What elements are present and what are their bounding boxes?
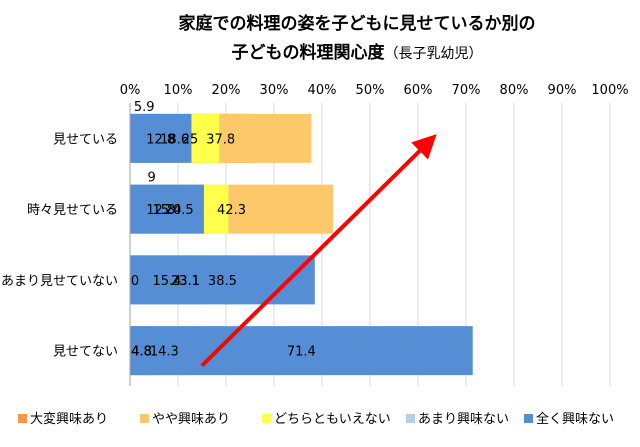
data-label: 71.4 bbox=[287, 345, 316, 360]
legend-swatch bbox=[18, 414, 27, 423]
x-tick-label: 10% bbox=[164, 83, 193, 98]
legend: 大変興味あり やや興味あり どちらともいえない あまり興味ない 全く興味ない bbox=[18, 411, 614, 427]
x-tick-label: 100% bbox=[591, 83, 628, 98]
x-tick-label: 70% bbox=[452, 83, 481, 98]
x-tick-label: 40% bbox=[308, 83, 337, 98]
x-tick-label: 30% bbox=[260, 83, 289, 98]
bar-segment bbox=[130, 113, 192, 163]
x-tick-label: 80% bbox=[500, 83, 529, 98]
data-label: 25 bbox=[182, 132, 199, 147]
data-label: 12.8 bbox=[146, 203, 175, 218]
data-label: 5.9 bbox=[134, 100, 155, 115]
data-label: 9 bbox=[147, 171, 155, 186]
data-label: 14.3 bbox=[150, 345, 179, 360]
x-tick-label: 20% bbox=[212, 83, 241, 98]
data-label: 37.8 bbox=[206, 132, 235, 147]
data-label: 4.8 bbox=[131, 345, 152, 360]
x-tick-label: 0% bbox=[120, 83, 141, 98]
legend-label: やや興味あり bbox=[152, 412, 230, 427]
x-axis-ticks: 0% 10% 20% 30% 40% 50% 60% 70% 80% 90% 100% bbox=[120, 83, 629, 98]
legend-swatch bbox=[140, 414, 149, 423]
data-label: 15.4 bbox=[152, 203, 181, 218]
category-label: 見せている bbox=[53, 132, 118, 147]
legend-label: あまり興味ない bbox=[418, 412, 509, 427]
legend-swatch bbox=[262, 414, 271, 423]
chart-title: 家庭での料理の姿を子どもに見せているか別の bbox=[179, 13, 536, 34]
x-tick-label: 60% bbox=[404, 83, 433, 98]
category-label: あまり見せていない bbox=[1, 274, 118, 289]
chart-title-line2-text: 子どもの料理関心度 bbox=[232, 42, 386, 63]
legend-label: 全く興味ない bbox=[536, 411, 614, 427]
data-label: 23.1 bbox=[171, 274, 200, 289]
x-tick-label: 50% bbox=[356, 83, 385, 98]
data-label: 0 bbox=[131, 274, 139, 289]
data-label: 20.5 bbox=[165, 203, 194, 218]
data-label: 42.3 bbox=[217, 203, 246, 218]
legend-swatch bbox=[524, 414, 533, 423]
data-label: 12.8 bbox=[146, 132, 175, 147]
legend-label: どちらともいえない bbox=[274, 412, 391, 427]
chart-title-line2: 子どもの料理関心度（長子乳幼児） bbox=[232, 42, 483, 63]
legend-swatch bbox=[406, 414, 415, 423]
trend-arrow bbox=[200, 134, 437, 368]
data-label: 38.5 bbox=[208, 274, 237, 289]
legend-label: 大変興味あり bbox=[30, 411, 108, 427]
data-label: 18.6 bbox=[160, 132, 189, 147]
data-label: 4.8 bbox=[131, 345, 152, 360]
data-label: 4.8 bbox=[131, 345, 152, 360]
bar-segment bbox=[130, 326, 473, 376]
bar-segment bbox=[130, 255, 315, 305]
chart-subtitle: （長子乳幼児） bbox=[385, 46, 483, 62]
data-label: 15.4 bbox=[152, 274, 181, 289]
bars bbox=[130, 113, 473, 376]
x-tick-label: 90% bbox=[548, 83, 577, 98]
data-label: 23.1 bbox=[171, 274, 200, 289]
category-label: 見せてない bbox=[53, 345, 118, 360]
category-label: 時々見せている bbox=[27, 203, 118, 218]
bar-segment bbox=[130, 184, 204, 234]
